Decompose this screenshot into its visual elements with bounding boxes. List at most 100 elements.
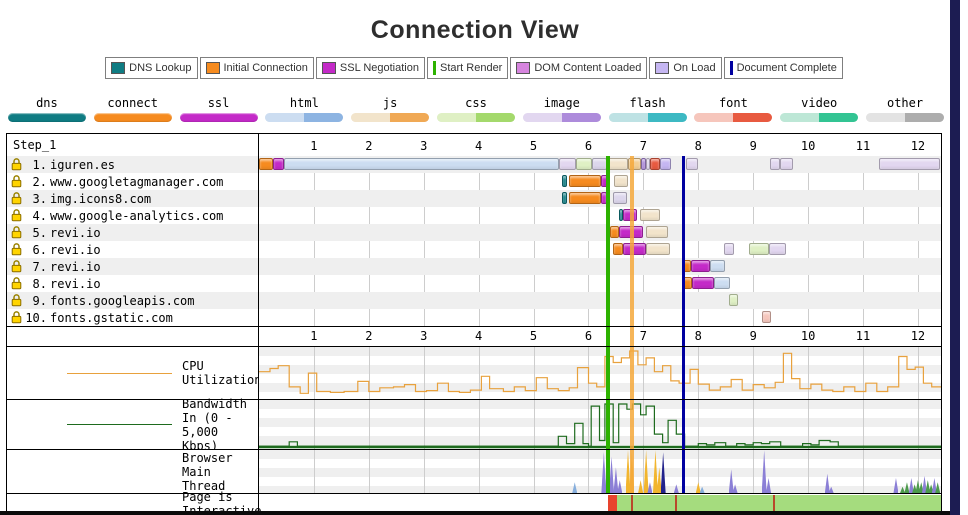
mime-bar-light [608, 113, 648, 122]
segment-lavender [592, 158, 608, 170]
mime-item-connect: connect [90, 96, 176, 122]
thread-spike-purple [931, 477, 937, 493]
legend-label: Start Render [439, 62, 503, 74]
request-lane [259, 258, 941, 275]
thread-spike-green [928, 484, 934, 493]
mime-bar-light [780, 113, 820, 122]
segment-imageLight [769, 243, 787, 255]
segment-connect [610, 226, 620, 238]
mime-bar-dark [819, 113, 859, 122]
request-label: 5. revi.io [7, 224, 258, 241]
thread-spike-purple [766, 477, 772, 493]
request-label: 2. www.googletagmanager.com [7, 173, 258, 190]
start-render-line [606, 450, 611, 493]
axis-tick: 2 [365, 329, 373, 343]
mime-item-video: video [776, 96, 862, 122]
request-number: 10. [25, 310, 47, 325]
mime-label: js [382, 96, 398, 110]
lock-icon [11, 192, 22, 205]
interactive-label: Page is Interactive [182, 490, 262, 515]
interactive-tick [631, 495, 634, 513]
gridline [368, 347, 370, 399]
lock-icon [11, 260, 22, 273]
thread-spike-green [915, 480, 921, 493]
gridline [368, 450, 370, 493]
main-thread-section: Browser Main Thread [7, 449, 941, 493]
mime-label: image [543, 96, 580, 110]
mime-bar-dark [304, 113, 344, 122]
thread-spike-purple [922, 475, 928, 493]
ssl-negotiation-swatch-icon [321, 62, 336, 74]
thread-spike-green [912, 484, 918, 493]
axis-tick: 8 [694, 139, 702, 153]
request-host: revi.io [50, 276, 101, 291]
mime-item-dns: dns [4, 96, 90, 122]
segment-dns [618, 209, 624, 221]
segment-ssl [691, 277, 714, 289]
gridline [368, 156, 370, 326]
paint-marker-line [630, 347, 635, 399]
gridline [753, 450, 755, 493]
lock-icon [11, 209, 22, 222]
bandwidth-label-cell: Bandwidth In (0 - 5,000 Kbps) [7, 397, 259, 453]
gridline [643, 156, 645, 326]
start-render-swatch-icon [432, 61, 436, 75]
thread-spike-purple [893, 477, 899, 493]
bandwidth-line-swatch [67, 424, 172, 425]
lock-icon [11, 158, 22, 171]
thread-spike-green [925, 480, 931, 493]
gridline [478, 450, 480, 493]
request-lane [259, 173, 941, 190]
request-lane [259, 275, 941, 292]
axis-tick: 3 [420, 329, 428, 343]
thread-spike-navy [660, 452, 666, 493]
document-complete-line [681, 400, 685, 449]
gridline [917, 400, 919, 449]
mime-item-font: font [691, 96, 777, 122]
gridline [917, 156, 919, 326]
lock-icon [11, 277, 22, 290]
mime-bar-connect [93, 113, 172, 122]
axis-tick: 10 [800, 139, 816, 153]
gridline [313, 450, 315, 493]
window-edge-strip [950, 0, 960, 515]
interactive-tick [675, 495, 678, 513]
mime-item-other: other [862, 96, 948, 122]
thread-spike-blue [699, 486, 705, 493]
thread-spike-orange [625, 450, 631, 493]
thread-spike-purple [728, 469, 734, 493]
segment-connect [568, 175, 601, 187]
thread-spike-purple [673, 484, 679, 493]
cpu-section: CPU Utilization [7, 346, 941, 399]
mime-label: html [289, 96, 319, 110]
thread-spike-green [935, 482, 941, 493]
request-host: www.googletagmanager.com [50, 174, 224, 189]
axis-tick: 3 [420, 139, 428, 153]
gridline [423, 450, 425, 493]
legend-item-document-complete: Document Complete [723, 57, 843, 79]
axis-tick: 9 [749, 329, 757, 343]
request-lane [259, 292, 941, 309]
gridline [808, 156, 810, 326]
legend-item-dom-content-loaded: DOM Content Loaded [510, 57, 648, 79]
segment-imageLight [645, 158, 650, 170]
mime-label: dns [36, 96, 58, 110]
mime-label: css [465, 96, 487, 110]
cpu-chart-line [259, 350, 941, 394]
time-axis-top: 1 2 3 4 5 6 7 8 9 10 11 12 [259, 134, 941, 156]
segment-fontLight [761, 311, 771, 323]
main-thread-label: Browser Main Thread [182, 450, 233, 493]
segment-imageDark [641, 158, 646, 170]
request-number: 5. [32, 225, 47, 240]
legend-label: DNS Lookup [129, 62, 192, 74]
segment-jsLight [646, 226, 669, 238]
segment-lavender [612, 192, 627, 204]
segment-imageLight [724, 243, 734, 255]
cpu-label: CPU Utilization [182, 359, 262, 387]
request-host: img.icons8.com [50, 191, 152, 206]
gridline [863, 347, 865, 399]
gridline [423, 400, 425, 449]
mime-item-html: html [261, 96, 347, 122]
start-render-line [606, 347, 611, 399]
mime-bar-dns [7, 113, 86, 122]
